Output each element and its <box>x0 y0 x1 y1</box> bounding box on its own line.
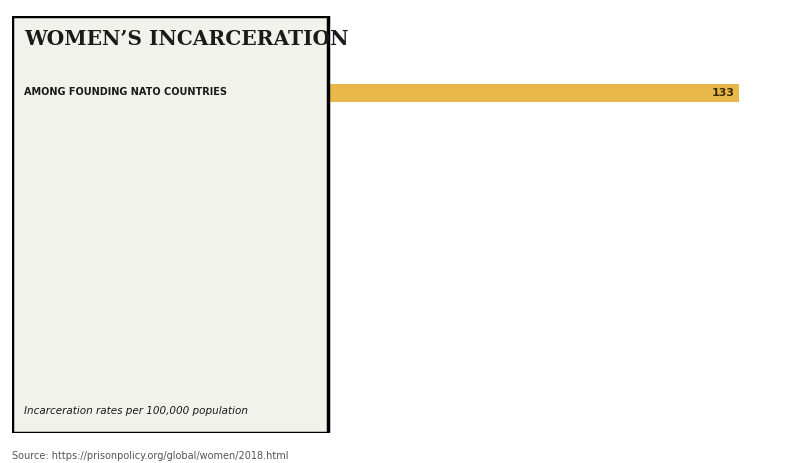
Bar <box>236 341 258 359</box>
Text: 5: 5 <box>243 374 251 383</box>
Text: WOMEN’S INCARCERATION: WOMEN’S INCARCERATION <box>24 29 348 49</box>
Text: 6: 6 <box>247 345 255 355</box>
Text: AMONG FOUNDING NATO COUNTRIES: AMONG FOUNDING NATO COUNTRIES <box>24 87 226 97</box>
Bar <box>236 169 285 188</box>
Text: 5: 5 <box>243 402 251 412</box>
Bar <box>236 84 738 102</box>
Bar <box>236 255 270 274</box>
Text: 8: 8 <box>254 288 262 298</box>
Text: Incarceration rates per 100,000 population: Incarceration rates per 100,000 populati… <box>24 406 248 416</box>
Bar <box>236 312 262 331</box>
Bar <box>236 198 285 217</box>
Text: 9: 9 <box>258 259 266 269</box>
Text: 133: 133 <box>712 88 735 98</box>
Bar <box>236 369 255 388</box>
Text: 7: 7 <box>251 316 258 326</box>
Bar <box>236 112 293 131</box>
Text: 15: 15 <box>274 117 289 126</box>
Text: 13: 13 <box>266 202 282 212</box>
Text: 9: 9 <box>258 231 266 241</box>
Bar <box>236 398 255 416</box>
Text: 13: 13 <box>266 174 282 184</box>
Text: Source: https://prisonpolicy.org/global/women/2018.html: Source: https://prisonpolicy.org/global/… <box>12 450 289 461</box>
FancyBboxPatch shape <box>12 16 328 433</box>
Bar <box>236 141 285 159</box>
Text: 13: 13 <box>266 145 282 155</box>
Bar <box>236 226 270 245</box>
Bar <box>236 283 266 302</box>
